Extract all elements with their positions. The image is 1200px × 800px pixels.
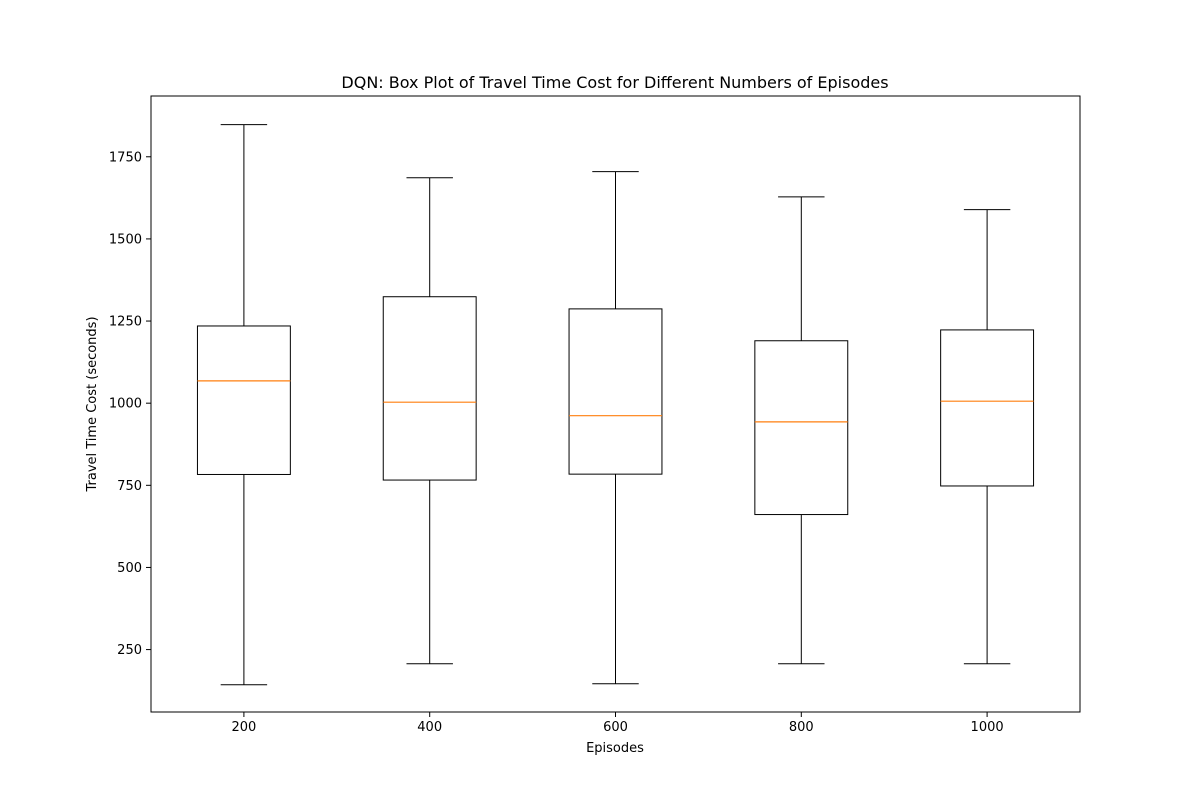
y-tick-label: 250 (117, 643, 142, 658)
iqr-box (196, 325, 291, 475)
iqr-box (940, 329, 1035, 487)
y-tick-label: 1000 (109, 397, 142, 412)
x-tick-label: 600 (603, 720, 628, 735)
y-tick-label: 1500 (109, 232, 142, 247)
x-tick-label: 400 (417, 720, 442, 735)
iqr-box (382, 296, 477, 481)
y-tick-label: 750 (117, 479, 142, 494)
x-axis-title: Episodes (586, 741, 644, 756)
iqr-box (754, 340, 849, 516)
x-tick-label: 800 (789, 720, 814, 735)
box-group-200 (196, 124, 291, 686)
x-tick-label: 1000 (971, 720, 1004, 735)
box-group-800 (754, 196, 849, 665)
box-group-1000 (940, 209, 1035, 665)
box-group-400 (382, 177, 477, 665)
box-group-600 (568, 171, 663, 685)
y-axis: 250 500 750 1000 1250 1500 1750 (109, 150, 151, 658)
chart-title: DQN: Box Plot of Travel Time Cost for Di… (341, 73, 888, 92)
y-tick-label: 500 (117, 561, 142, 576)
boxes-layer (196, 124, 1035, 686)
y-tick-label: 1750 (109, 150, 142, 165)
x-tick-label: 200 (231, 720, 256, 735)
y-axis-title: Travel Time Cost (seconds) (85, 316, 100, 492)
x-axis: 200 400 600 800 1000 (231, 712, 1004, 735)
iqr-box (568, 308, 663, 475)
y-tick-label: 1250 (109, 315, 142, 330)
